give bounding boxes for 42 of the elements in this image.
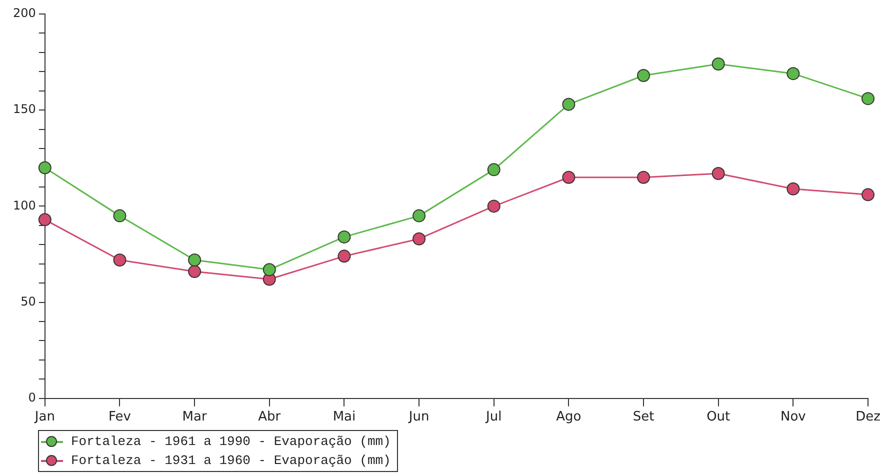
point [412, 232, 426, 246]
point [188, 254, 202, 267]
y-tick-label: 100 [13, 198, 36, 212]
x-tick-label: Out [706, 410, 730, 425]
x-tick-label: Fev [108, 410, 132, 425]
point [262, 263, 276, 276]
point [637, 69, 650, 82]
legend-label: Fortaleza - 1961 a 1990 - Evaporação (mm) [71, 434, 391, 449]
x-tick-label: Jun [408, 410, 430, 425]
x-tick-label: Mar [182, 410, 208, 425]
point [38, 213, 52, 226]
point [786, 67, 800, 80]
point [188, 265, 202, 278]
y-tick-label: 0 [28, 390, 36, 405]
x-tick-label: Jan [34, 410, 55, 425]
point [487, 200, 500, 213]
y-tick-label: 150 [13, 102, 36, 116]
x-tick-label: Ago [556, 410, 582, 425]
point [113, 254, 126, 267]
point [338, 250, 351, 263]
x-tick-label: Set [632, 410, 654, 425]
x-tick-label: Nov [780, 410, 806, 425]
point [712, 57, 725, 70]
point [786, 182, 800, 196]
point [562, 98, 576, 111]
point [637, 170, 650, 184]
point [712, 167, 725, 180]
x-tick-label: Dez [856, 410, 881, 425]
point [562, 170, 576, 184]
point [862, 92, 874, 106]
point [113, 209, 126, 222]
x-tick-label: Abr [258, 410, 282, 425]
point [38, 161, 52, 174]
y-tick-label: 50 [20, 294, 36, 308]
point [487, 163, 500, 176]
x-tick-label: Mai [332, 410, 356, 425]
legend-label: Fortaleza - 1931 a 1960 - Evaporação (mm) [71, 453, 391, 468]
point [412, 209, 426, 222]
point [338, 230, 351, 244]
y-tick-label: 200 [13, 6, 36, 20]
point [862, 188, 874, 202]
x-tick-label: Jul [485, 410, 502, 425]
